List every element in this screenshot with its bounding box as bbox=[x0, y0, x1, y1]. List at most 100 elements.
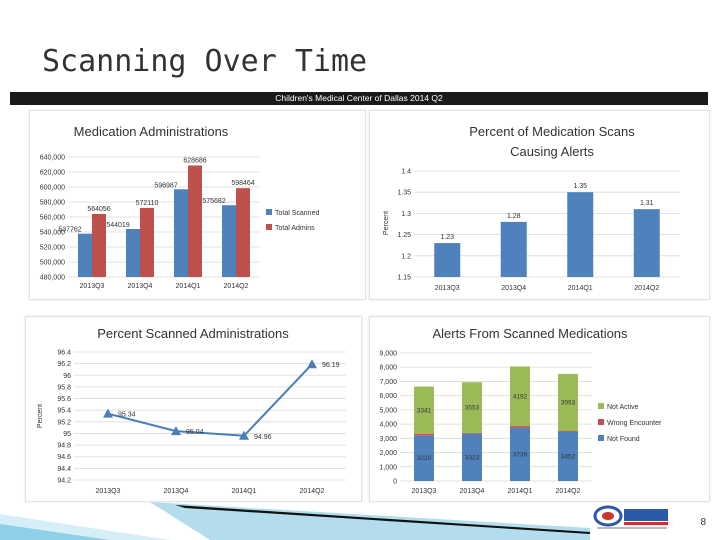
chart-title: Percent of Medication Scans bbox=[469, 124, 635, 139]
chart-title: Medication Administrations bbox=[74, 124, 229, 139]
alerts-pct-ytick-label: 1.2 bbox=[401, 253, 411, 260]
bar-wrong-encounter bbox=[558, 430, 578, 432]
x-tick-label: 2014Q2 bbox=[224, 283, 249, 290]
bar-not-active bbox=[558, 373, 578, 431]
legend-swatch bbox=[598, 419, 604, 425]
bar-not-active bbox=[414, 386, 434, 435]
alerts-stacked-ytick-label: 4,000 bbox=[379, 422, 397, 429]
legend-label: Not Active bbox=[607, 404, 639, 411]
bar-not-found bbox=[510, 427, 530, 481]
x-tick-label: 2014Q1 bbox=[508, 488, 533, 495]
line-marker bbox=[239, 430, 249, 440]
data-label: 3993 bbox=[561, 399, 576, 406]
bar-not-found bbox=[462, 433, 482, 481]
bar-total-scanned bbox=[126, 228, 140, 277]
alerts-stacked-ytick-label: 0 bbox=[393, 479, 397, 486]
alerts-stacked-ytick-label: 3,000 bbox=[379, 436, 397, 443]
pct-scanned-ytick-label: 96.2 bbox=[57, 361, 71, 368]
pct-scanned-ytick-label: 94.6 bbox=[57, 454, 71, 461]
banner: Children's Medical Center of Dallas 2014… bbox=[10, 92, 708, 105]
alerts-pct-ytick-label: 1.15 bbox=[397, 275, 411, 282]
x-tick-label: 2014Q2 bbox=[556, 488, 581, 495]
alerts-pct-ytick-label: 1.35 bbox=[397, 190, 411, 197]
data-label: 3739 bbox=[513, 451, 528, 458]
bar-total-scanned bbox=[78, 233, 92, 277]
bar-wrong-encounter bbox=[510, 426, 530, 428]
data-label: 1.35 bbox=[573, 183, 587, 190]
data-label: 598464 bbox=[231, 180, 254, 187]
legend-swatch bbox=[266, 224, 272, 230]
line-marker bbox=[171, 426, 181, 436]
bar-total-admins bbox=[236, 188, 250, 277]
legend-label: Not Found bbox=[607, 436, 640, 443]
med-admin-ytick-label: 560,000 bbox=[40, 215, 65, 222]
med-admin-ytick-label: 620,000 bbox=[40, 170, 65, 177]
x-tick-label: 2014Q2 bbox=[300, 488, 325, 495]
page-number: 8 bbox=[700, 517, 706, 528]
legend-label: Wrong Encounter bbox=[607, 420, 662, 427]
pct-scanned-ytick-label: 95.4 bbox=[57, 408, 71, 415]
data-label: 628686 bbox=[183, 157, 206, 164]
bar-total-admins bbox=[188, 165, 202, 277]
pct-scanned-ytick-label: 96.4 bbox=[57, 350, 71, 357]
alerts-stacked-ytick-label: 8,000 bbox=[379, 365, 397, 372]
legend-label: Total Admins bbox=[275, 225, 315, 232]
med-admin-ytick-label: 480,000 bbox=[40, 275, 65, 282]
data-label: 4192 bbox=[513, 393, 528, 400]
legend-swatch bbox=[598, 403, 604, 409]
banner-text: Children's Medical Center of Dallas 2014… bbox=[275, 93, 443, 103]
data-label: 95.04 bbox=[186, 429, 204, 436]
data-label: 3220 bbox=[417, 455, 432, 462]
data-label: 564056 bbox=[87, 206, 110, 213]
x-tick-label: 2013Q3 bbox=[435, 285, 460, 292]
data-label: 1.28 bbox=[507, 213, 521, 220]
legend-swatch bbox=[266, 209, 272, 215]
x-tick-label: 2013Q4 bbox=[460, 488, 485, 495]
data-label: 596987 bbox=[154, 182, 177, 189]
slide-title: Scanning Over Time bbox=[42, 44, 368, 79]
x-tick-label: 2013Q3 bbox=[80, 283, 105, 290]
alerts-pct-ytick-label: 1.3 bbox=[401, 211, 411, 218]
data-label: 544019 bbox=[106, 222, 129, 229]
x-tick-label: 2013Q3 bbox=[412, 488, 437, 495]
pct-scanned-ytick-label: 95.2 bbox=[57, 419, 71, 426]
data-label: 1.31 bbox=[640, 200, 654, 207]
pct-scanned-ytick-label: 95.8 bbox=[57, 384, 71, 391]
bar-not-found bbox=[414, 435, 434, 481]
alerts-scanned-medications-svg: Alerts From Scanned Medications 0 1,000 2,0… bbox=[379, 326, 662, 495]
alerts-stacked-ytick-label: 1,000 bbox=[379, 464, 397, 471]
series-line bbox=[107, 363, 313, 437]
bottom-decoration bbox=[0, 502, 590, 540]
x-tick-label: 2014Q1 bbox=[568, 285, 593, 292]
med-admin-ytick-label: 540,000 bbox=[40, 230, 65, 237]
alerts-stacked-ytick-label: 7,000 bbox=[379, 379, 397, 386]
bar-wrong-encounter bbox=[414, 434, 434, 436]
data-label: 537762 bbox=[58, 227, 81, 234]
data-label: 572110 bbox=[136, 200, 159, 207]
bar-not-found bbox=[558, 431, 578, 481]
data-label: 3323 bbox=[465, 454, 480, 461]
alerts-pct-ytick-label: 1.25 bbox=[397, 232, 411, 239]
data-label: 1.23 bbox=[440, 234, 454, 241]
line-marker bbox=[307, 359, 317, 369]
bar-not-active bbox=[462, 382, 482, 433]
bar-percent-alerts bbox=[567, 192, 594, 277]
logo-icon bbox=[593, 505, 668, 529]
chart-medication-administrations: Medication Administrations 480,000 500,000… bbox=[29, 110, 366, 300]
bar-percent-alerts bbox=[500, 221, 527, 277]
alerts-stacked-ytick-label: 6,000 bbox=[379, 393, 397, 400]
alerts-stacked-ytick-label: 9,000 bbox=[379, 351, 397, 358]
x-tick-label: 2013Q4 bbox=[501, 285, 526, 292]
bar-not-active bbox=[510, 366, 530, 427]
x-tick-label: 2013Q3 bbox=[96, 488, 121, 495]
med-admin-ytick-label: 500,000 bbox=[40, 260, 65, 267]
data-label: 3452 bbox=[561, 453, 576, 460]
alerts-pct-ytick-label: 1.4 bbox=[401, 169, 411, 176]
med-admin-ytick-label: 580,000 bbox=[40, 200, 65, 207]
bar-percent-alerts bbox=[633, 209, 660, 277]
alerts-stacked-ytick-label: 2,000 bbox=[379, 450, 397, 457]
y-axis-label: Percent bbox=[37, 404, 44, 428]
x-tick-label: 2013Q4 bbox=[128, 283, 153, 290]
pct-scanned-ytick-label: 94.4 bbox=[57, 466, 71, 473]
bar-total-admins bbox=[92, 213, 106, 277]
